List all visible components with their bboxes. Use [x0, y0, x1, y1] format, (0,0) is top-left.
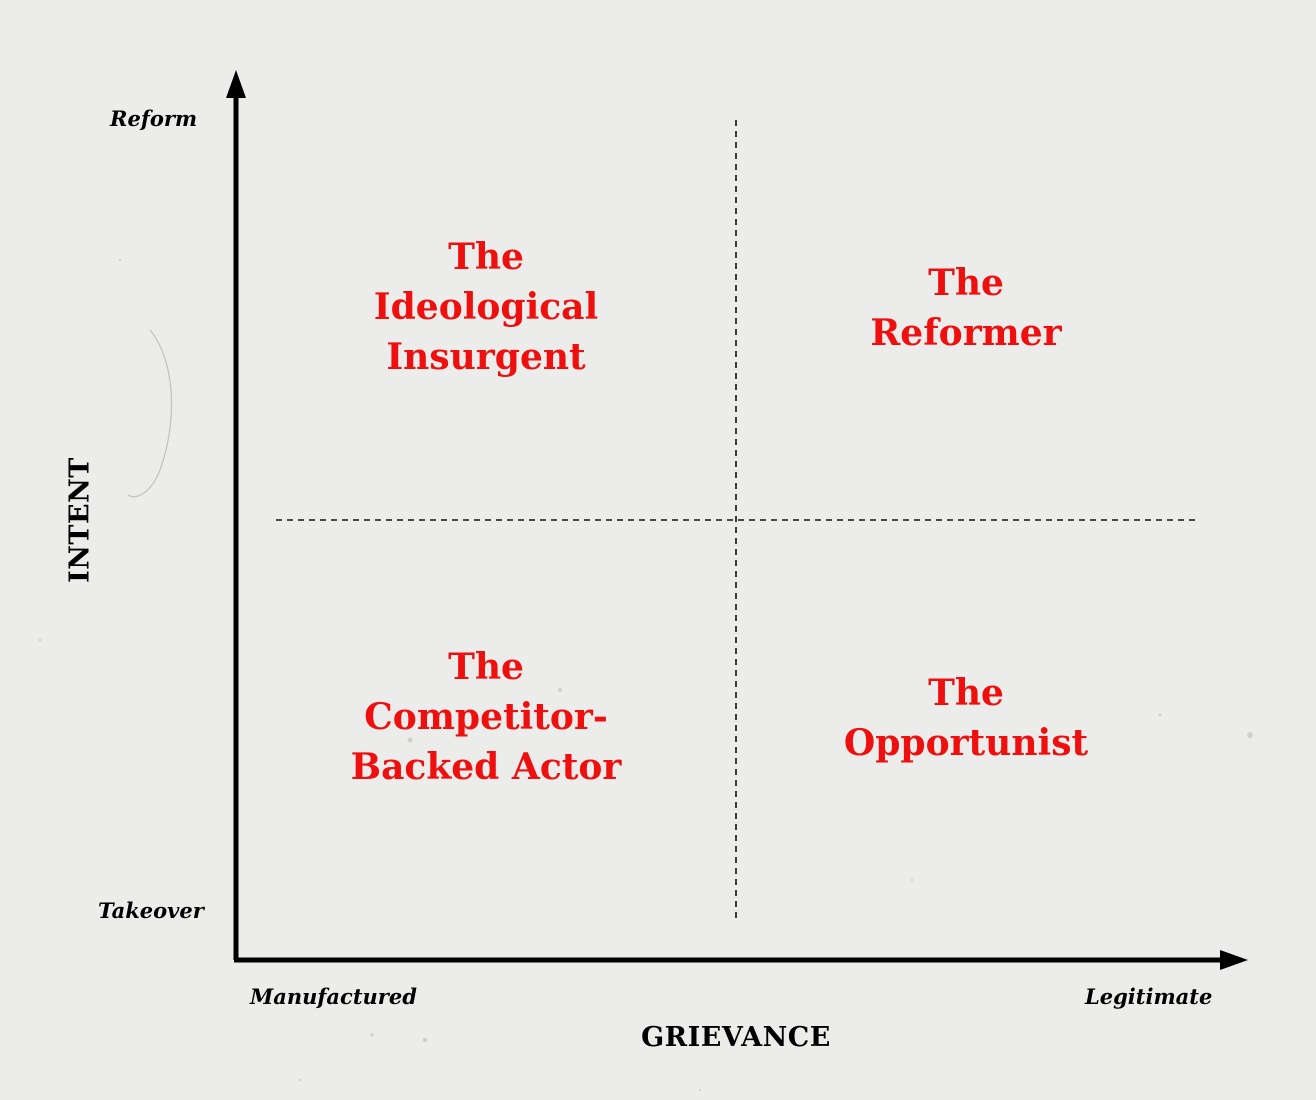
- y-axis-title: INTENT: [64, 457, 96, 583]
- quadrant-opportunist: The Opportunist: [776, 668, 1156, 768]
- paper-texture: [38, 258, 1253, 1091]
- quadrant-label-line: Backed Actor: [350, 746, 622, 788]
- paper-scratch: [127, 329, 173, 498]
- y-axis-top-label: Reform: [110, 106, 198, 131]
- y-axis-bottom-label: Takeover: [98, 898, 204, 923]
- x-axis-arrowhead: [1220, 950, 1248, 970]
- x-axis-title: GRIEVANCE: [641, 1022, 831, 1053]
- quadrant-ideological-insurgent: The Ideological Insurgent: [296, 232, 676, 382]
- quadrant-label-line: The: [448, 236, 524, 278]
- x-axis-left-label: Manufactured: [250, 984, 417, 1009]
- quadrant-label-line: Opportunist: [843, 722, 1089, 764]
- quadrant-label-line: The: [448, 646, 524, 688]
- quadrant-label-line: The: [928, 262, 1004, 304]
- y-axis-arrowhead: [226, 70, 246, 98]
- quadrant-label-line: Competitor-: [364, 696, 608, 738]
- x-axis-right-label: Legitimate: [1085, 984, 1213, 1009]
- quadrant-competitor-backed-actor: The Competitor- Backed Actor: [296, 642, 676, 792]
- quadrant-label-line: The: [928, 672, 1004, 714]
- quadrant-label-line: Insurgent: [386, 336, 586, 378]
- quadrant-label-line: Reformer: [870, 312, 1062, 354]
- quadrant-label-line: Ideological: [373, 286, 599, 328]
- quadrant-reformer: The Reformer: [776, 258, 1156, 358]
